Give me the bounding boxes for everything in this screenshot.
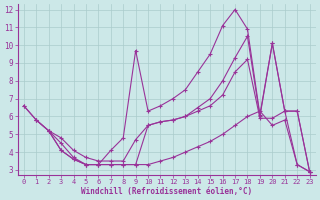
X-axis label: Windchill (Refroidissement éolien,°C): Windchill (Refroidissement éolien,°C) xyxy=(81,187,252,196)
